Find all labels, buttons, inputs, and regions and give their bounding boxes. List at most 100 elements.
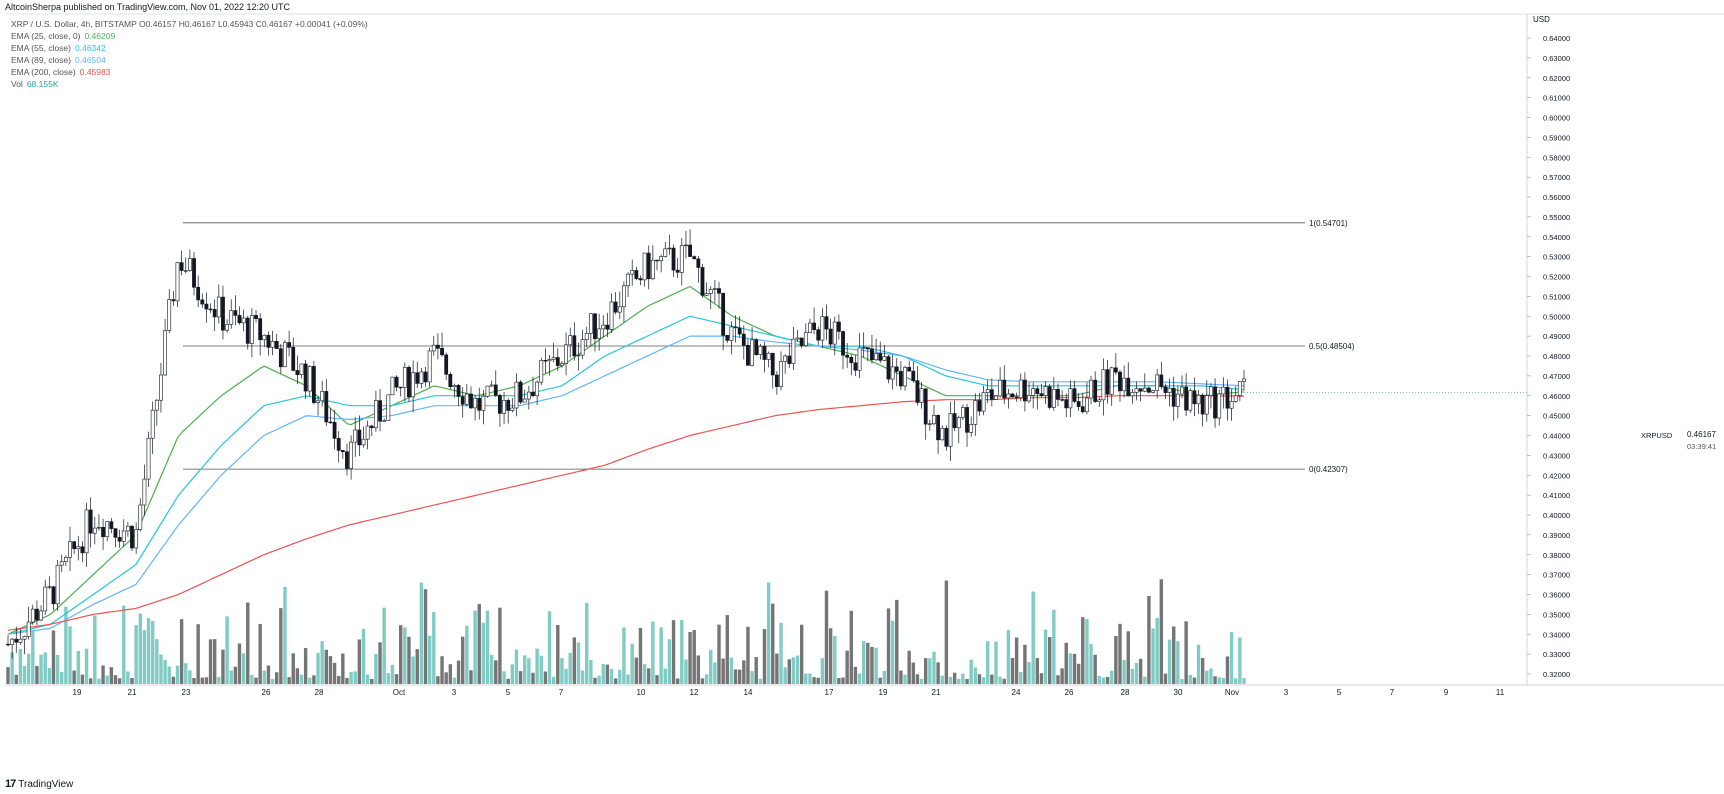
candle-body bbox=[874, 353, 878, 361]
candle bbox=[43, 579, 48, 615]
volume-bar bbox=[18, 648, 23, 684]
candle-body bbox=[159, 374, 163, 401]
candle-body bbox=[985, 389, 990, 393]
candle bbox=[779, 351, 783, 391]
volume-bar bbox=[432, 612, 436, 684]
candle-body bbox=[345, 451, 349, 469]
volume-bar bbox=[791, 657, 796, 684]
candle bbox=[448, 371, 453, 390]
candle bbox=[353, 417, 358, 457]
candle bbox=[382, 418, 387, 422]
candle bbox=[576, 342, 581, 371]
candle-body bbox=[948, 413, 953, 447]
candle bbox=[882, 344, 887, 361]
volume-bar bbox=[696, 655, 701, 684]
ema-line-ema200 bbox=[7, 395, 1244, 631]
candle-body bbox=[307, 366, 312, 392]
candle bbox=[518, 380, 523, 404]
candle bbox=[378, 389, 382, 432]
candle-body bbox=[1147, 387, 1151, 393]
candle-body bbox=[1002, 379, 1007, 399]
volume-bar bbox=[97, 678, 101, 684]
volume-bar bbox=[274, 672, 279, 684]
x-tick-label: 7 bbox=[1390, 688, 1395, 697]
candle bbox=[1080, 392, 1085, 414]
candle bbox=[1233, 386, 1238, 403]
candle-body bbox=[427, 350, 432, 383]
candle-body bbox=[1056, 389, 1060, 400]
candle bbox=[105, 520, 110, 542]
volume-bar bbox=[419, 582, 424, 684]
candle-body bbox=[741, 333, 746, 346]
candle bbox=[774, 371, 779, 395]
candle-body bbox=[547, 359, 552, 362]
volume-bar bbox=[130, 678, 134, 684]
volume-bar bbox=[328, 656, 333, 684]
candle bbox=[799, 337, 804, 349]
candle bbox=[667, 234, 672, 255]
volume-bar bbox=[1019, 672, 1023, 684]
candle-body bbox=[489, 384, 494, 387]
volume-bar bbox=[266, 665, 271, 684]
candle-body bbox=[237, 315, 242, 324]
candle-body bbox=[270, 340, 275, 348]
volume-bar bbox=[861, 641, 866, 684]
candle bbox=[113, 528, 118, 548]
x-tick-label: 10 bbox=[637, 688, 646, 697]
candle bbox=[146, 431, 151, 487]
candle-body bbox=[473, 397, 478, 409]
y-tick-label: 0.49000 bbox=[1543, 332, 1570, 341]
candle bbox=[14, 626, 19, 653]
volume-bar bbox=[990, 674, 994, 684]
volume-bar bbox=[895, 599, 899, 684]
candle-body bbox=[1068, 388, 1073, 409]
candle bbox=[283, 339, 287, 368]
volume-bar bbox=[775, 653, 779, 684]
candle bbox=[365, 420, 370, 450]
candle bbox=[345, 443, 349, 476]
candle bbox=[1151, 389, 1155, 394]
candle-body bbox=[1023, 379, 1027, 402]
x-tick-label: 21 bbox=[932, 688, 941, 697]
candle-body bbox=[650, 259, 655, 280]
candle-body bbox=[324, 391, 329, 423]
candle-body bbox=[857, 347, 862, 371]
volume-bar bbox=[287, 677, 291, 684]
footer-brand: 17 TradingView bbox=[5, 778, 73, 790]
candle-body bbox=[700, 267, 705, 296]
candle-body bbox=[402, 367, 407, 388]
volume-bar bbox=[481, 622, 486, 684]
candle bbox=[1031, 382, 1036, 409]
volume-bar bbox=[1238, 637, 1242, 684]
candle bbox=[1122, 365, 1127, 398]
candle-body bbox=[88, 509, 93, 534]
candle-body bbox=[291, 347, 296, 371]
x-tick-label: 19 bbox=[73, 688, 82, 697]
volume-bar bbox=[828, 628, 833, 684]
candle bbox=[981, 385, 986, 416]
candle-body bbox=[841, 331, 845, 356]
candle bbox=[159, 363, 163, 413]
candle bbox=[977, 392, 982, 416]
candle-body bbox=[845, 354, 850, 358]
volume-bar bbox=[965, 678, 969, 684]
volume-bar bbox=[1172, 626, 1176, 684]
candle bbox=[940, 425, 945, 441]
candle bbox=[237, 306, 242, 325]
candle-body bbox=[1184, 386, 1189, 411]
volume-bar bbox=[593, 677, 597, 684]
candle-body bbox=[799, 337, 804, 346]
candle bbox=[51, 585, 56, 611]
candle bbox=[254, 309, 258, 323]
y-tick-label: 0.40000 bbox=[1543, 511, 1570, 520]
candle bbox=[870, 334, 874, 364]
volume-bar bbox=[357, 639, 362, 684]
candle bbox=[1204, 380, 1209, 422]
volume-bar bbox=[485, 610, 490, 684]
candle-body bbox=[436, 344, 440, 349]
candle bbox=[898, 361, 903, 391]
candle-body bbox=[1126, 377, 1131, 397]
x-tick-label: 3 bbox=[452, 688, 457, 697]
volume-bar bbox=[440, 656, 444, 684]
